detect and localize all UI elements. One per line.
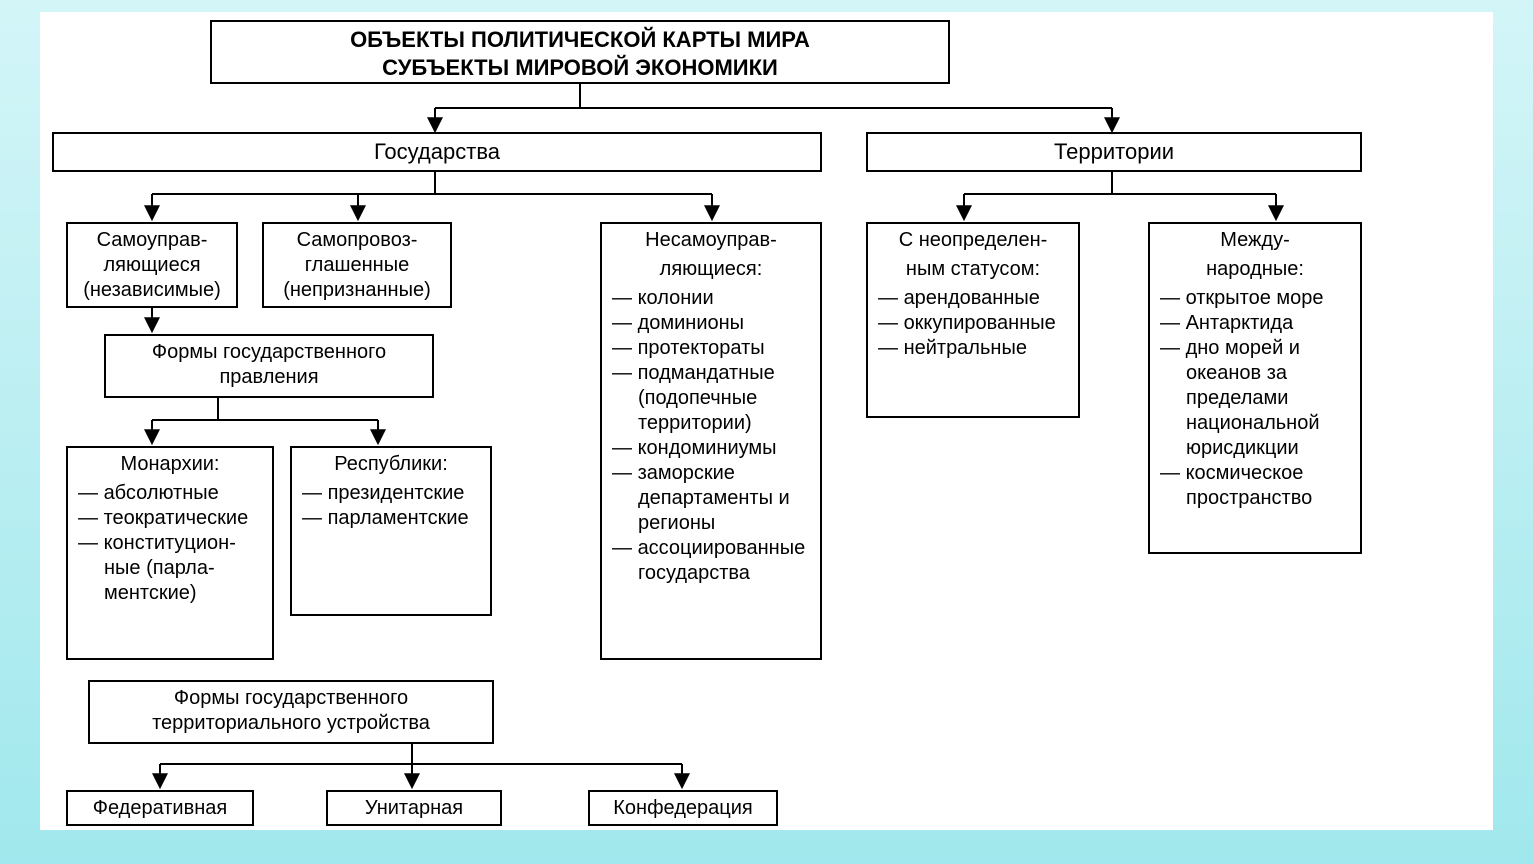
nsg-item: доминионы [612,311,810,336]
mon-item: абсолютные [78,481,262,506]
federative-node: Федеративная [66,790,254,826]
mon-item: теократиче­ские [78,506,262,531]
self-governing-node: Самоуправ- ляющиеся (независимые) [66,222,238,308]
unitary-node: Унитарная [326,790,502,826]
root-node: ОБЪЕКТЫ ПОЛИТИЧЕСКОЙ КАРТЫ МИРА СУБЪЕКТЫ… [210,20,950,84]
tf-l1: Формы государственного [174,687,408,709]
territories-node: Территории [866,132,1362,172]
international-node: Между- народные: открытое море Антарктид… [1148,222,1362,554]
nsg-item: протектораты [612,336,810,361]
self-proclaimed-node: Самопровоз- глашенные (непризнанные) [262,222,452,308]
states-node: Государства [52,132,822,172]
us-t1: С неопределен- [878,228,1068,253]
int-item: дно морей и океанов за пределами национа… [1160,336,1350,461]
gf-l2: правления [219,366,318,388]
int-item: открытое море [1160,286,1350,311]
us-item: нейтральные [878,336,1068,361]
rep-title: Республики: [302,452,480,477]
int-item: космическое пространство [1160,461,1350,511]
root-line1: ОБЪЕКТЫ ПОЛИТИЧЕСКОЙ КАРТЫ МИРА [350,27,810,52]
unitary-label: Унитарная [365,797,463,819]
rep-item: президент­ские [302,481,480,506]
non-self-governing-node: Несамоуправ- ляющиеся: колонии доминионы… [600,222,822,660]
sg-l2: ляющиеся [103,254,200,276]
sg-l1: Самоуправ- [97,229,208,251]
us-t2: ным статусом: [878,257,1068,282]
gf-l1: Формы государственного [152,341,386,363]
int-item: Антарктида [1160,311,1350,336]
confederation-node: Конфедерация [588,790,778,826]
mon-title: Монархии: [78,452,262,477]
uncertain-status-node: С неопределен- ным статусом: арендован­н… [866,222,1080,418]
confederation-label: Конфедерация [613,797,752,819]
rep-item: парламент­ские [302,506,480,531]
republics-node: Республики: президент­ские парламент­ски… [290,446,492,616]
nsg-item: кондоми­ниумы [612,436,810,461]
territorial-form-node: Формы государственного территориального … [88,680,494,744]
sp-l2: глашенные [305,254,409,276]
mon-item: конституцион­ные (парла­ментские) [78,531,262,606]
stage: ОБЪЕКТЫ ПОЛИТИЧЕСКОЙ КАРТЫ МИРА СУБЪЕКТЫ… [0,0,1533,864]
tf-l2: территориального устройства [152,712,430,734]
nsg-item: ассоцииро­ванные государства [612,536,810,586]
nsg-t1: Несамоуправ- [612,228,810,253]
us-item: арендован­ные [878,286,1068,311]
federative-label: Федеративная [93,797,227,819]
nsg-t2: ляющиеся: [612,257,810,282]
sp-l1: Самопровоз- [297,229,418,251]
int-t2: народные: [1160,257,1350,282]
nsg-item: подмандатные (подопечные территории) [612,361,810,436]
diagram-sheet: ОБЪЕКТЫ ПОЛИТИЧЕСКОЙ КАРТЫ МИРА СУБЪЕКТЫ… [40,12,1493,830]
root-line2: СУБЪЕКТЫ МИРОВОЙ ЭКОНОМИКИ [382,55,778,80]
monarchies-node: Монархии: абсолютные теократиче­ские кон… [66,446,274,660]
int-t1: Между- [1160,228,1350,253]
sp-l3: (непризнанные) [283,279,431,301]
gov-form-node: Формы государственного правления [104,334,434,398]
us-item: оккупиро­ванные [878,311,1068,336]
states-label: Государства [374,139,500,164]
sg-l3: (независимые) [83,279,221,301]
nsg-item: заморские департаменты и регионы [612,461,810,536]
territories-label: Территории [1054,139,1174,164]
nsg-item: колонии [612,286,810,311]
